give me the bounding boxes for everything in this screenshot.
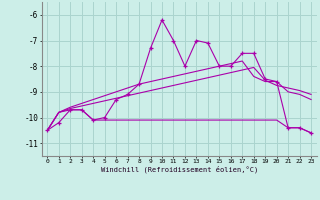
X-axis label: Windchill (Refroidissement éolien,°C): Windchill (Refroidissement éolien,°C): [100, 166, 258, 173]
